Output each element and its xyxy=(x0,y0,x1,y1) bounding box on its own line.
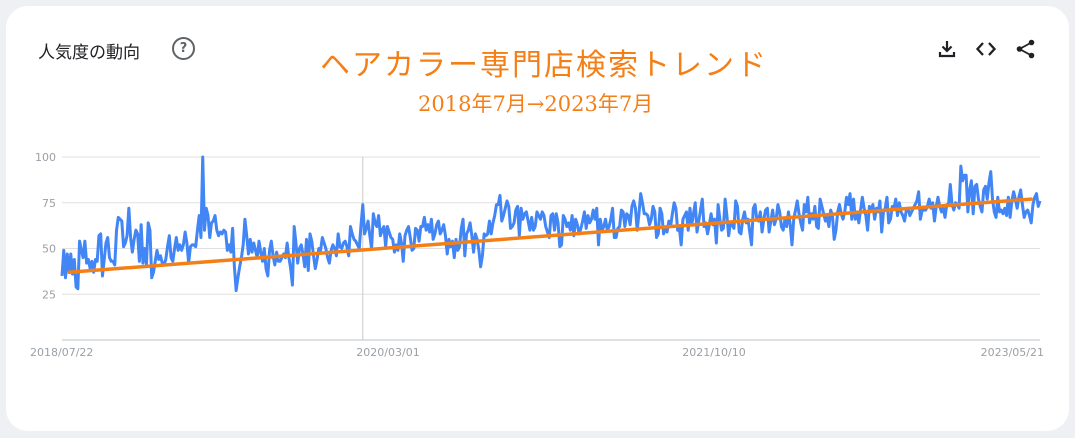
help-icon[interactable]: ? xyxy=(172,37,195,60)
chart-subtitle: 2018年7月→2023年7月 xyxy=(418,92,654,116)
x-tick-label: 2023/05/21 xyxy=(981,346,1044,359)
y-tick-label: 50 xyxy=(42,243,56,256)
y-tick-label: 75 xyxy=(42,197,56,210)
chart-title: ヘアカラー専門店検索トレンド xyxy=(320,48,768,83)
trend-line xyxy=(67,197,1033,275)
series-line xyxy=(60,155,1042,293)
y-tick-label: 25 xyxy=(42,288,56,301)
embed-code-icon[interactable] xyxy=(975,38,997,60)
download-icon[interactable] xyxy=(936,38,958,60)
y-tick-label: 100 xyxy=(35,151,56,164)
x-tick-label: 2021/10/10 xyxy=(682,346,745,359)
x-tick-label: 2018/07/22 xyxy=(30,346,93,359)
x-tick-label: 2020/03/01 xyxy=(356,346,419,359)
widget-title: 人気度の動向 xyxy=(38,43,140,63)
share-icon[interactable] xyxy=(1015,38,1037,60)
